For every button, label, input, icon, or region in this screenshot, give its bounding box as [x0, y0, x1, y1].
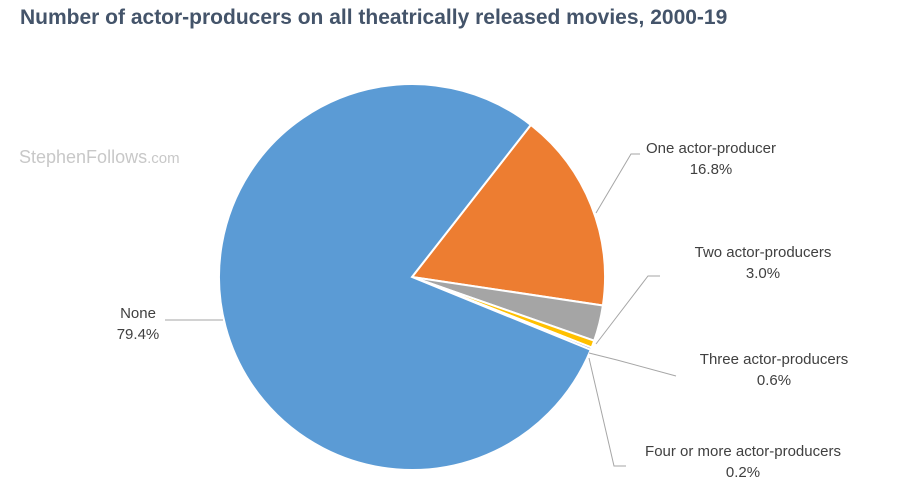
- slice-value-four: 0.2%: [726, 464, 760, 481]
- slice-label-none: None: [120, 305, 156, 322]
- leader-line-two: [595, 275, 660, 345]
- leader-line-three: [588, 352, 677, 377]
- slice-value-three: 0.6%: [757, 372, 791, 389]
- slice-value-two: 3.0%: [746, 265, 780, 282]
- slice-value-none: 79.4%: [117, 326, 160, 343]
- watermark-name: StephenFollows: [19, 147, 148, 167]
- slice-label-three: Three actor-producers: [700, 351, 848, 368]
- slice-label-four: Four or more actor-producers: [645, 443, 841, 460]
- watermark-domain: .com: [147, 150, 180, 167]
- slice-label-two: Two actor-producers: [695, 244, 832, 261]
- slice-value-one: 16.8%: [690, 161, 733, 178]
- leader-line-one: [595, 153, 640, 214]
- leader-line-four: [588, 357, 626, 467]
- pie-slice-one: [410, 123, 606, 307]
- pie-slice-none: [218, 83, 593, 471]
- slice-label-one: One actor-producer: [646, 140, 776, 157]
- watermark: StephenFollows.com: [19, 147, 180, 168]
- chart-title: Number of actor-producers on all theatri…: [20, 6, 728, 29]
